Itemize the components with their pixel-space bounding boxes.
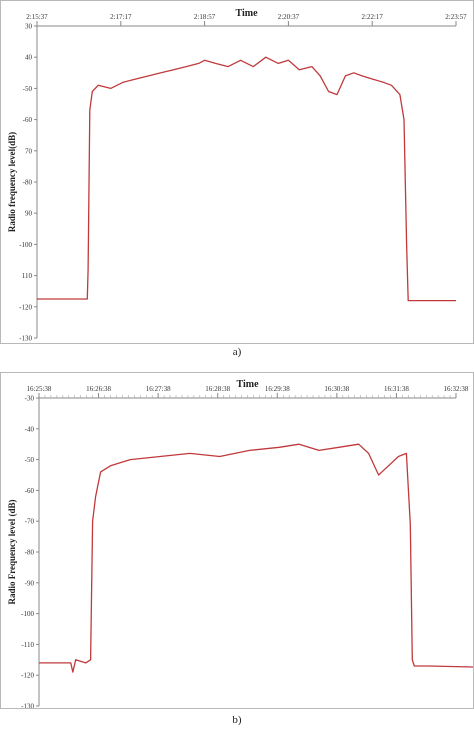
y-tick-label: -50: [25, 456, 35, 464]
y-tick-label: -130: [19, 335, 32, 343]
x-tick-label: 2:23:57: [445, 13, 467, 21]
chart-a-caption: a): [232, 346, 242, 358]
y-tick-label: -120: [21, 672, 34, 680]
series-line: [39, 443, 474, 673]
x-tick-label: 2:15:37: [26, 13, 48, 21]
y-tick-label: -40: [25, 425, 35, 433]
y-axis-label: Radio frequency level(dB): [7, 132, 17, 232]
y-tick-label: -30: [25, 395, 35, 403]
y-tick-label: 90: [25, 210, 33, 218]
x-tick-label: 2:20:37: [278, 13, 300, 21]
y-tick-label: 110: [22, 272, 33, 280]
x-tick-label: 16:27:38: [146, 385, 171, 393]
chart-title: Time: [236, 379, 259, 390]
y-axis-label: Radio Frequency level (dB): [7, 499, 17, 604]
y-tick-label: -120: [19, 303, 32, 311]
x-tick-label: 16:30:38: [324, 385, 349, 393]
chart-panel-a: Time Radio frequency level(dB) 2:15:37 2:17…: [0, 0, 474, 344]
y-tick-label: -130: [21, 703, 34, 709]
series-line: [37, 56, 456, 302]
y-tick-label: -110: [21, 641, 34, 649]
y-tick-label: 30: [25, 23, 33, 31]
chart-title: Time: [235, 8, 258, 19]
y-tick-label: -80: [25, 549, 35, 557]
y-tick-label: -60: [25, 487, 35, 495]
x-tick-label: 16:32:38: [444, 385, 469, 393]
y-tick-label: 70: [25, 147, 33, 155]
y-tick-label: 40: [25, 54, 33, 62]
x-tick-label: 16:28:38: [205, 385, 230, 393]
chart-b-caption: b): [232, 714, 242, 726]
y-tick-label: -100: [21, 610, 34, 618]
chart-panel-b: Time Radio Frequency level (dB) 16:25:38 16…: [0, 372, 474, 711]
y-tick-label: -60: [23, 116, 33, 124]
y-tick-label: -100: [19, 241, 32, 249]
y-tick-label: -70: [25, 518, 35, 526]
x-tick-label: 16:26:38: [86, 385, 111, 393]
chart-b: Time Radio Frequency level (dB) 16:25:38 16…: [7, 379, 474, 711]
x-tick-label: 16:25:38: [27, 385, 52, 393]
x-tick-label: 16:29:38: [265, 385, 290, 393]
chart-a: Time Radio frequency level(dB) 2:15:37 2:17…: [7, 8, 467, 343]
x-tick-label: 16:31:38: [384, 385, 409, 393]
x-tick-label: 2:18:57: [194, 13, 216, 21]
y-tick-label: -90: [25, 579, 35, 587]
y-tick-label: -50: [23, 85, 33, 93]
x-tick-label: 2:17:17: [110, 13, 132, 21]
x-tick-label: 2:22:17: [362, 13, 384, 21]
y-tick-label: -80: [23, 179, 33, 187]
